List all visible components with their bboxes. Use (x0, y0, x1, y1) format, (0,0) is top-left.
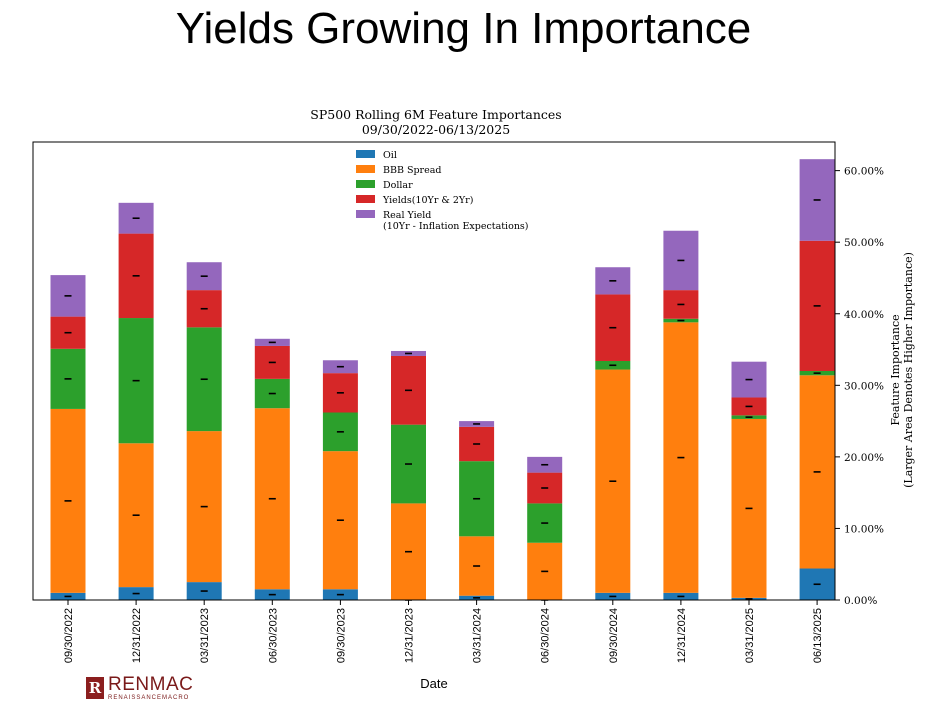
x-tick-label: 12/31/2022 (131, 608, 143, 663)
x-tick-label: 09/30/2023 (335, 608, 347, 663)
legend-swatch (356, 180, 375, 188)
logo-name: RENMAC (108, 674, 194, 695)
legend-label: (10Yr - Inflation Expectations) (383, 221, 529, 232)
x-tick-label: 09/30/2024 (608, 608, 620, 663)
legend-label: Real Yield (383, 210, 431, 221)
x-tick-label: 03/31/2024 (472, 608, 484, 663)
chart-title: SP500 Rolling 6M Feature Importances (310, 107, 561, 122)
y-tick-label: 10.00% (844, 523, 884, 535)
x-tick-label: 12/31/2024 (676, 608, 688, 663)
chart-subtitle: 09/30/2022-06/13/2025 (362, 122, 510, 137)
x-axis-label: Date (420, 676, 447, 691)
y-tick-label: 40.00% (844, 309, 884, 321)
legend-swatch (356, 195, 375, 203)
x-tick-label: 09/30/2022 (63, 608, 75, 663)
y-axis-label-note: (Larger Area Denotes Higher Importance) (902, 252, 915, 488)
y-tick-label: 50.00% (844, 237, 884, 249)
x-tick-label: 06/13/2025 (812, 608, 824, 663)
logo-sub: RENAISSANCEMACRO (108, 695, 190, 701)
legend-swatch (356, 150, 375, 158)
y-tick-label: 0.00% (844, 595, 877, 607)
x-tick-label: 12/31/2023 (404, 608, 416, 663)
ticks-layer: 09/30/2022 12/31/2022 03/31/2023 06/30/2023… (63, 166, 884, 663)
legend-swatch (356, 165, 375, 173)
y-tick-label: 60.00% (844, 166, 884, 178)
legend-swatch (356, 210, 375, 218)
legend-label: Yields(10Yr & 2Yr) (382, 195, 473, 206)
renmac-logo: R RENMAC RENAISSANCEMACRO (86, 675, 193, 701)
x-tick-label: 03/31/2023 (199, 608, 211, 663)
bars-layer (50, 159, 835, 601)
legend: Oil BBB Spread Dollar Yields(10Yr & 2Yr) Rea… (356, 150, 529, 232)
plot-frame (32, 141, 836, 601)
x-tick-label: 06/30/2024 (540, 608, 552, 663)
slide-title: Yields Growing In Importance (175, 4, 752, 53)
y-tick-label: 20.00% (844, 452, 884, 464)
logo-mark-icon: R (86, 677, 104, 699)
legend-label: Oil (383, 150, 397, 161)
x-tick-label: 06/30/2023 (267, 608, 279, 663)
y-axis-label: Feature Importance (889, 314, 902, 425)
legend-label: BBB Spread (383, 165, 441, 176)
y-tick-label: 30.00% (844, 380, 884, 392)
legend-label: Dollar (383, 180, 413, 191)
x-tick-label: 03/31/2025 (744, 608, 756, 663)
